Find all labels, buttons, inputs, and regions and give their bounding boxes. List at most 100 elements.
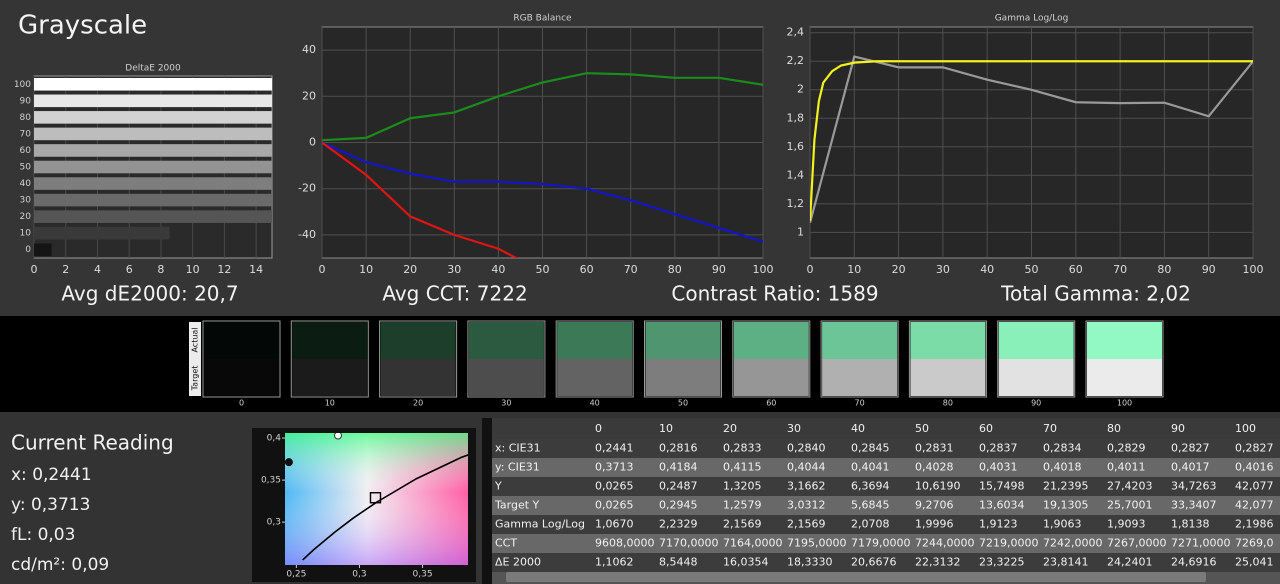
swatch-actual bbox=[910, 322, 986, 359]
row-label: Target Y bbox=[494, 499, 540, 512]
swatch-frame bbox=[732, 320, 811, 398]
table-row bbox=[492, 515, 1280, 534]
x-tick-label: 0,3 bbox=[352, 570, 366, 580]
table-cell: 2,1569 bbox=[787, 518, 826, 531]
y-tick-label: 40 bbox=[20, 179, 32, 189]
table-row bbox=[492, 458, 1280, 477]
table-cell: 20,6676 bbox=[851, 556, 897, 569]
table-cell: 34,7263 bbox=[1171, 480, 1217, 493]
y-tick-label: 40 bbox=[302, 43, 316, 56]
x-tick-label: 100 bbox=[1243, 263, 1264, 276]
table-cell: 3,1662 bbox=[787, 480, 826, 493]
series-line bbox=[322, 141, 763, 243]
table-cell: 1,2579 bbox=[723, 499, 762, 512]
table-cell: 10,6190 bbox=[915, 480, 961, 493]
series-line bbox=[322, 141, 519, 258]
row-label: ΔE 2000 bbox=[495, 556, 541, 569]
table-cell: 0,3713 bbox=[595, 461, 634, 474]
swatch-target bbox=[1087, 359, 1162, 396]
swatch-target bbox=[557, 359, 633, 396]
table-cell: 7219,0000 bbox=[979, 537, 1039, 550]
x-tick-label: 80 bbox=[1157, 263, 1171, 276]
column-header: 80 bbox=[1107, 422, 1121, 435]
table-cell: 7170,0000 bbox=[659, 537, 719, 550]
table-cell: 0,4016 bbox=[1235, 461, 1274, 474]
column-header: 10 bbox=[659, 422, 673, 435]
table-cell: 22,3132 bbox=[915, 556, 961, 569]
swatch-actual bbox=[380, 322, 456, 359]
table-cell: 0,4028 bbox=[915, 461, 954, 474]
swatch-row-label: Actual bbox=[191, 327, 200, 352]
swatch-label: 30 bbox=[501, 399, 511, 408]
x-tick-label: 40 bbox=[491, 263, 505, 276]
y-tick-label: 10 bbox=[20, 229, 32, 239]
swatch-label: 0 bbox=[239, 399, 244, 408]
y-tick-label: 80 bbox=[20, 113, 32, 123]
table-cell: 42,077 bbox=[1235, 499, 1274, 512]
table-cell: 7242,0000 bbox=[1043, 537, 1103, 550]
y-tick-label: 30 bbox=[20, 196, 32, 206]
table-cell: 16,0354 bbox=[723, 556, 769, 569]
table-cell: 0,4184 bbox=[659, 461, 698, 474]
y-tick-label: 70 bbox=[20, 129, 32, 139]
column-header: 100 bbox=[1235, 422, 1256, 435]
swatch-frame bbox=[379, 320, 458, 398]
table-cell: 5,6845 bbox=[851, 499, 890, 512]
x-tick-label: 70 bbox=[624, 263, 638, 276]
series-line bbox=[322, 72, 763, 142]
x-tick-label: 10 bbox=[847, 263, 861, 276]
reading-line: fL: 0,03 bbox=[11, 525, 75, 545]
table-cell: 0,2829 bbox=[1107, 442, 1146, 455]
table-row bbox=[492, 496, 1280, 515]
swatch-actual bbox=[822, 322, 898, 359]
bar bbox=[34, 94, 272, 108]
table-cell: 0,4017 bbox=[1171, 461, 1210, 474]
row-label: Gamma Log/Log bbox=[495, 518, 585, 531]
x-tick-label: 20 bbox=[892, 263, 906, 276]
swatch-label: 90 bbox=[1031, 399, 1041, 408]
swatch-actual bbox=[204, 322, 279, 359]
table-cell: 24,2401 bbox=[1107, 556, 1153, 569]
planckian-locus bbox=[302, 454, 468, 561]
summary-value: Contrast Ratio: 1589 bbox=[671, 282, 878, 306]
y-tick-label: -40 bbox=[298, 228, 316, 241]
bar bbox=[34, 210, 272, 223]
swatch-label: 10 bbox=[325, 399, 335, 408]
table-cell: 3,0312 bbox=[787, 499, 826, 512]
column-header: 40 bbox=[851, 422, 865, 435]
swatch-target bbox=[292, 359, 368, 396]
table-cell: 1,9063 bbox=[1043, 518, 1082, 531]
table-row bbox=[492, 477, 1280, 496]
y-tick-label: 90 bbox=[20, 96, 32, 106]
x-tick-label: 90 bbox=[1202, 263, 1216, 276]
swatch-frame bbox=[290, 320, 369, 398]
x-tick-label: 10 bbox=[186, 263, 200, 276]
reference-point bbox=[369, 492, 382, 504]
y-tick-label: 20 bbox=[20, 212, 32, 222]
swatch-label: 80 bbox=[943, 399, 953, 408]
summary-value: Avg CCT: 7222 bbox=[382, 282, 527, 306]
x-tick-label: 0,35 bbox=[413, 570, 433, 580]
bar bbox=[34, 226, 170, 240]
swatch-frame bbox=[908, 320, 987, 398]
bar bbox=[34, 243, 52, 257]
table-cell: 1,8138 bbox=[1171, 518, 1210, 531]
summary-value: Avg dE2000: 20,7 bbox=[61, 282, 238, 306]
table-cell: 33,3407 bbox=[1171, 499, 1217, 512]
x-tick-label: 40 bbox=[980, 263, 994, 276]
x-tick-label: 60 bbox=[580, 263, 594, 276]
swatch-label: 40 bbox=[590, 399, 600, 408]
y-tick-label: 2,4 bbox=[787, 26, 805, 39]
table-row bbox=[492, 439, 1280, 458]
swatch-frame bbox=[467, 320, 546, 398]
chart-title: DeltaE 2000 bbox=[125, 64, 181, 74]
x-tick-label: 12 bbox=[217, 263, 231, 276]
swatch-legend bbox=[189, 322, 201, 396]
table-cell: 7195,0000 bbox=[787, 537, 847, 550]
y-tick-label: 0,35 bbox=[261, 476, 281, 486]
table-cell: 0,4011 bbox=[1107, 461, 1146, 474]
column-header: 60 bbox=[979, 422, 993, 435]
scrollbar-thumb[interactable] bbox=[506, 572, 1206, 582]
x-tick-label: 70 bbox=[1113, 263, 1127, 276]
